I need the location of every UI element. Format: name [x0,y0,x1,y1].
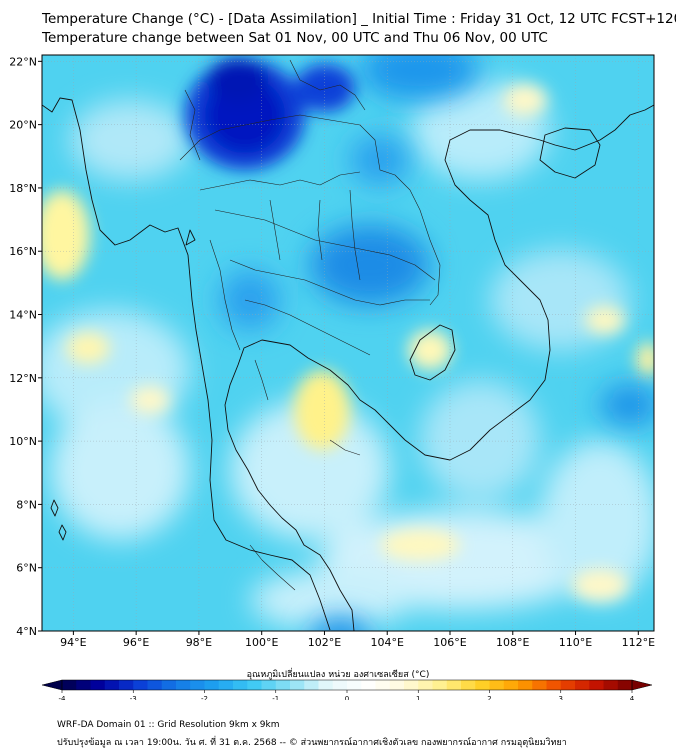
colorbar-swatch [275,680,291,690]
lon-tick-label: 96°E [123,636,149,649]
colorbar-swatch [218,680,234,690]
colorbar: -4 -3 -2 -1 0 1 2 3 4 [41,679,653,700]
lat-tick-label: 20°N [9,119,37,132]
colorbar-swatch [190,680,205,690]
colorbar-tick-label: -4 [59,695,67,700]
colorbar-swatch [589,680,604,690]
colorbar-swatch [361,680,376,690]
map-frame [41,54,655,632]
lat-tick-label: 8°N [16,498,37,511]
colorbar-swatch [418,680,433,690]
colorbar-swatch [617,680,633,690]
colorbar-swatch [560,680,576,690]
strong-cooling-north [185,58,355,170]
colorbar-swatch [161,680,177,690]
lon-tick-label: 104°E [371,636,404,649]
chart-subtitle: Temperature change between Sat 01 Nov, 0… [42,30,548,46]
lat-tick-label: 16°N [9,245,37,258]
country-borders [179,59,441,591]
colorbar-swatch [332,680,348,690]
colorbar-swatch [475,680,490,690]
footer-update-info: ปรับปรุงข้อมูล ณ เวลา 19:00น. วัน ศ. ที่… [57,738,567,748]
colorbar-swatch [546,680,562,690]
colorbar-swatch [261,680,277,690]
colorbar-swatch [503,680,519,690]
map-frame-content [42,55,654,631]
lon-tick-label: 100°E [245,636,278,649]
colorbar-swatch [389,680,405,690]
lat-tick-label: 14°N [9,309,37,322]
colorbar-extend-low [41,679,63,691]
lon-tick-label: 106°E [433,636,466,649]
axis-ticks: 94°E 96°E 98°E 100°E 102°E 104°E 106°E 108°E 110… [9,55,655,649]
colorbar-tick-label: 2 [487,695,491,700]
colorbar-swatch [432,680,448,690]
colorbar-swatch [90,680,106,690]
warming-patches [42,84,654,601]
colorbar-swatch [446,680,462,690]
colorbar-swatch [104,680,120,690]
colorbar-swatch [461,680,476,690]
colorbar-swatch [575,680,590,690]
colorbar-swatch [133,680,148,690]
colorbar-swatch [304,680,319,690]
colorbar-tick-label: -2 [201,695,208,700]
colorbar-swatch [290,680,305,690]
temperature-change-map: 94°E 96°E 98°E 100°E 102°E 104°E 106°E 108°E 110… [9,54,655,700]
colorbar-label: อุณหภูมิเปลี่ยนแปลง หน่วย องศาเซลเซียส (… [246,670,430,680]
colorbar-swatch [603,680,619,690]
lat-tick-label: 4°N [16,625,37,638]
chart-title: Temperature Change (°C) - [Data Assimila… [42,11,676,27]
lon-tick-label: 98°E [186,636,212,649]
colorbar-tick-label: 0 [345,695,349,700]
colorbar-tick-label: 1 [416,695,420,700]
neutral-field [42,80,654,630]
colorbar-swatch [204,680,220,690]
map-gridlines [42,55,654,631]
lon-tick-label: 110°E [559,636,592,649]
colorbar-swatch [489,680,505,690]
lon-tick-label: 108°E [496,636,529,649]
colorbar-swatch [375,680,391,690]
footer-model-info: WRF-DA Domain 01 :: Grid Resolution 9km … [57,720,280,730]
colorbar-swatch [404,680,419,690]
colorbar-swatch [147,680,163,690]
colorbar-swatch [233,680,248,690]
lat-tick-label: 6°N [16,562,37,575]
lon-tick-label: 112°E [622,636,655,649]
lon-tick-label: 102°E [308,636,341,649]
colorbar-swatch [347,680,362,690]
colorbar-swatch [62,680,77,690]
lon-tick-label: 94°E [60,636,86,649]
colorbar-swatch [176,680,191,690]
colorbar-swatch [518,680,533,690]
colorbar-extend-high [631,679,653,691]
colorbar-tick-label: -3 [130,695,137,700]
lat-tick-label: 18°N [9,182,37,195]
colorbar-swatch [76,680,91,690]
coastlines [42,97,654,631]
lat-tick-label: 10°N [9,435,37,448]
colorbar-swatch [318,680,334,690]
lat-tick-label: 22°N [9,55,37,68]
colorbar-tick-label: 3 [559,695,563,700]
colorbar-tick-label: 4 [630,695,635,700]
colorbar-tick-label: -1 [272,695,279,700]
colorbar-swatch [532,680,547,690]
colorbar-swatch [119,680,134,690]
colorbar-swatch [247,680,262,690]
lat-tick-label: 12°N [9,372,37,385]
